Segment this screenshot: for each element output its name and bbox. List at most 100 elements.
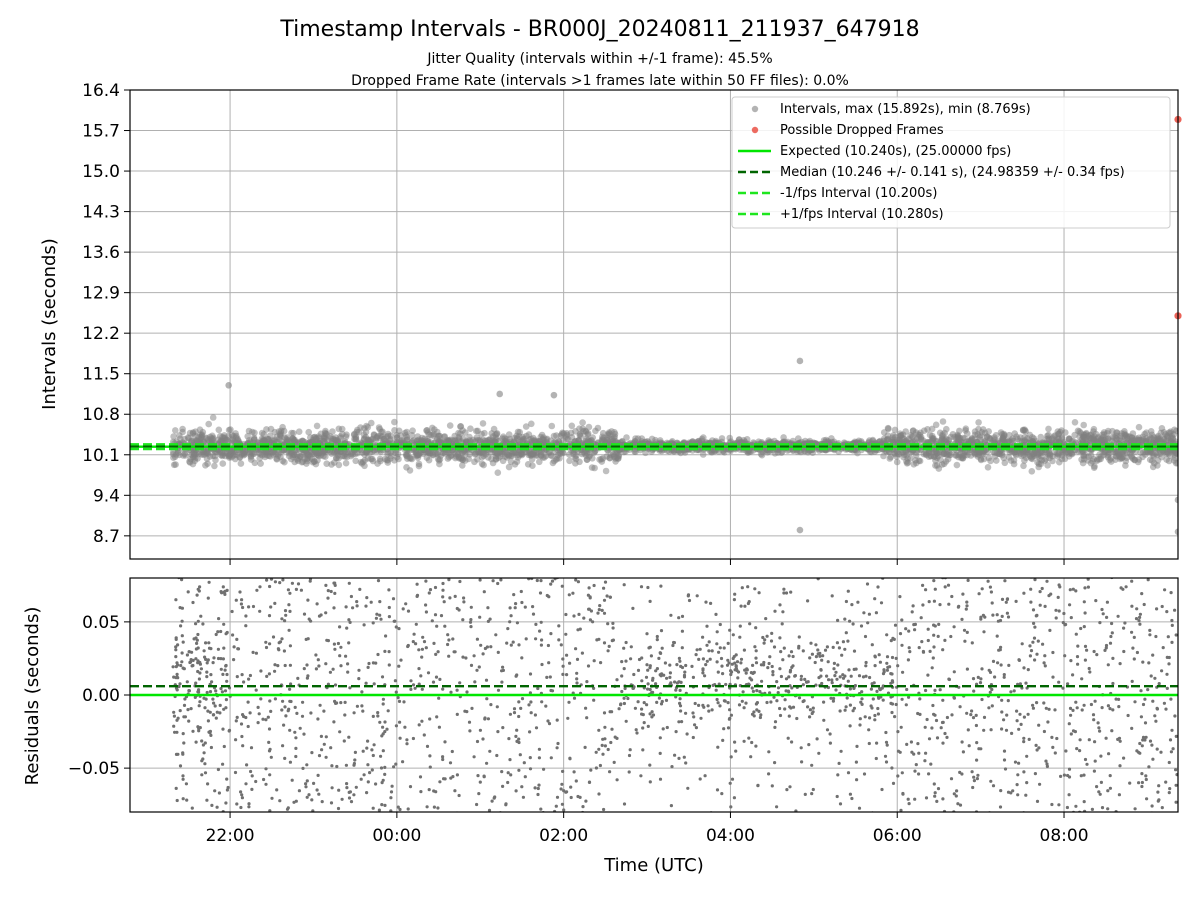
interval-point: [435, 432, 442, 440]
residual-point: [835, 677, 839, 681]
residual-point: [1003, 767, 1008, 771]
residual-point: [619, 703, 623, 707]
residual-point: [464, 656, 468, 660]
interval-point: [1001, 459, 1009, 467]
residual-point: [366, 763, 370, 767]
interval-point: [795, 435, 802, 442]
residual-point: [697, 657, 701, 662]
residual-point: [273, 663, 277, 667]
residual-point: [347, 581, 351, 585]
residual-point: [1160, 669, 1164, 673]
residual-point: [646, 668, 650, 672]
residual-point: [602, 598, 607, 602]
interval-point: [513, 434, 521, 442]
residual-point: [184, 782, 188, 786]
residual-point: [533, 786, 537, 790]
residual-point: [1067, 767, 1072, 771]
residual-point: [1105, 615, 1109, 620]
residual-point: [765, 634, 769, 638]
residual-point: [909, 740, 914, 744]
residual-point: [867, 728, 871, 732]
interval-point: [352, 436, 359, 443]
residual-point: [695, 648, 699, 652]
residual-point: [898, 595, 902, 599]
intervals-legend: Intervals, max (15.892s), min (8.769s) P…: [731, 96, 1171, 229]
interval-point: [321, 448, 329, 456]
interval-point: [466, 433, 473, 441]
residual-point: [710, 649, 714, 653]
residual-point: [208, 710, 212, 714]
residual-point: [773, 720, 778, 724]
residual-point: [867, 612, 872, 616]
residual-point: [873, 718, 877, 722]
residual-point: [784, 591, 789, 595]
residual-point: [835, 641, 840, 645]
residual-point: [750, 740, 754, 745]
residual-point: [1145, 797, 1149, 801]
residual-point: [761, 635, 765, 640]
residual-point: [305, 779, 309, 783]
residual-point: [509, 643, 513, 647]
residual-point: [512, 707, 517, 711]
residual-point: [811, 787, 815, 792]
residual-point: [404, 602, 408, 606]
residual-point: [494, 633, 498, 637]
residual-point: [938, 688, 942, 692]
residual-point: [592, 686, 596, 691]
interval-point: [311, 433, 319, 441]
interval-point: [245, 427, 253, 435]
residual-point: [817, 676, 821, 680]
residual-point: [202, 751, 206, 755]
residual-point: [646, 682, 650, 686]
residual-point: [989, 590, 994, 594]
interval-point: [1037, 433, 1045, 441]
interval-point: [1101, 437, 1109, 444]
residual-point: [574, 779, 578, 783]
residual-point: [971, 677, 976, 681]
residual-point: [231, 633, 235, 637]
residual-point: [629, 645, 633, 649]
residual-point: [1151, 757, 1155, 761]
residual-point: [1133, 807, 1137, 811]
residual-point: [1025, 781, 1029, 785]
residual-point: [1141, 702, 1146, 707]
interval-point: [1128, 438, 1135, 445]
interval-point: [549, 459, 557, 467]
residual-point: [728, 628, 732, 632]
residual-point: [300, 714, 305, 718]
residual-point: [1144, 777, 1148, 782]
residual-point: [457, 793, 461, 798]
residual-point: [301, 766, 305, 771]
residual-point: [1108, 641, 1113, 645]
residual-point: [1076, 644, 1080, 648]
interval-point: [492, 434, 500, 442]
interval-point: [203, 455, 211, 463]
residual-point: [374, 661, 378, 665]
residual-point: [832, 661, 837, 666]
residual-point: [387, 615, 391, 619]
residual-point: [970, 709, 974, 713]
residual-point: [339, 701, 343, 705]
residual-point: [547, 595, 551, 599]
interval-point: [279, 423, 286, 431]
residual-point: [280, 708, 284, 712]
residual-point: [1067, 793, 1071, 797]
residual-point: [1098, 621, 1102, 625]
residual-point: [1000, 698, 1004, 702]
residual-point: [946, 583, 951, 587]
residual-point: [458, 579, 462, 584]
residual-point: [324, 735, 328, 739]
residual-point: [561, 657, 565, 661]
residual-point: [648, 763, 652, 767]
residual-point: [1163, 588, 1167, 592]
residual-point: [269, 605, 273, 609]
intervals-y-axis-label: Intervals (seconds): [39, 238, 60, 410]
residual-point: [1101, 612, 1105, 616]
residual-point: [865, 582, 870, 586]
residual-point: [784, 677, 789, 681]
residual-point: [852, 667, 856, 672]
interval-point: [997, 429, 1005, 436]
residual-point: [719, 656, 724, 661]
residual-point: [235, 637, 239, 642]
residual-point: [312, 781, 316, 786]
